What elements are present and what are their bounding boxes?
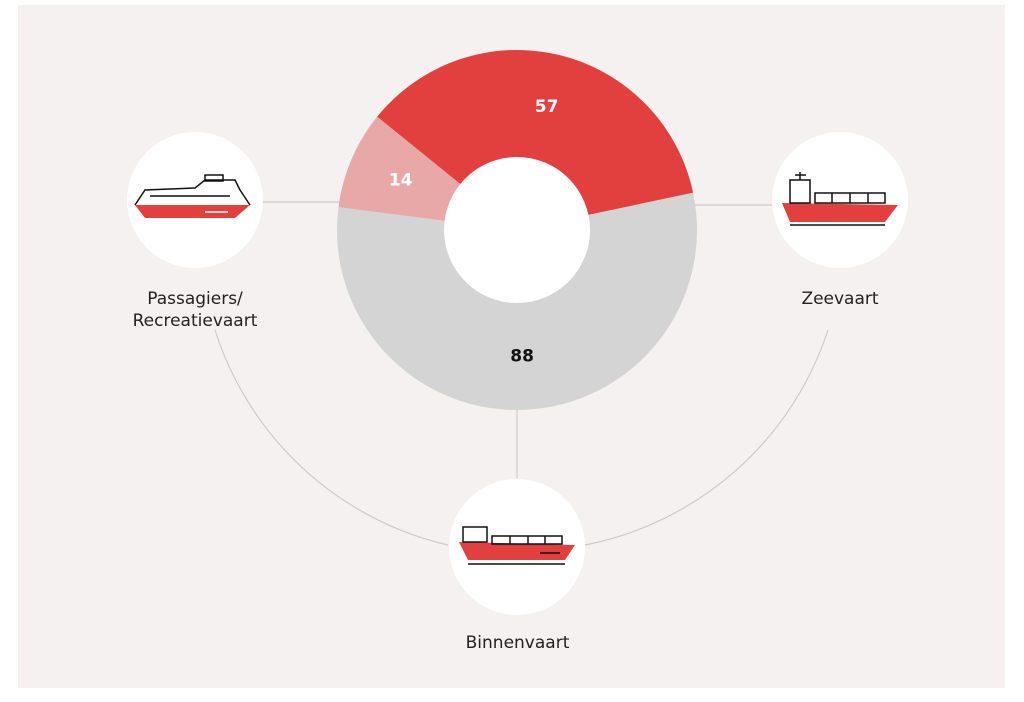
category-label: Binnenvaart	[465, 633, 570, 653]
donut-segment	[377, 50, 694, 230]
value-label: 88	[510, 346, 534, 366]
connectors	[214, 201, 829, 546]
cruise-icon	[134, 174, 251, 218]
donut-hole	[444, 157, 590, 303]
icon-circle	[772, 132, 908, 268]
icon-circle	[127, 132, 263, 268]
value-label: 14	[389, 170, 413, 190]
sea-ship-icon	[782, 172, 898, 226]
category-label: Zeevaart	[801, 289, 879, 309]
value-label: 57	[535, 97, 559, 117]
barge-icon	[459, 526, 575, 565]
category-label: Passagiers/ Recreatievaart	[132, 289, 258, 331]
